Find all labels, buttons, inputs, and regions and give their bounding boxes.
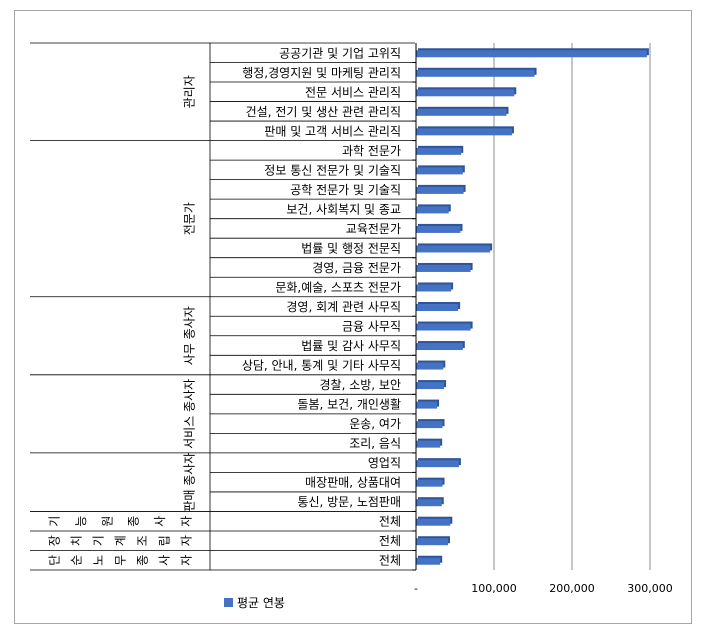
group-label-char: 자 (180, 555, 194, 566)
category-label: 공학 전문가 및 기술직 (290, 183, 401, 197)
group-label-char: 자 (180, 516, 194, 527)
x-tick-label: 100,000 (471, 582, 517, 595)
group-label-char: 종 (127, 516, 141, 527)
bar (416, 304, 459, 311)
bar (416, 245, 491, 253)
bar (416, 50, 647, 58)
bar (416, 499, 442, 507)
bar (416, 323, 471, 331)
bar (416, 382, 445, 390)
group-label-text: 서비스 종사자 (183, 379, 197, 449)
bar (416, 225, 461, 233)
category-label: 건설, 전기 및 생산 관련 관리직 (246, 105, 401, 119)
category-label: 전체 (379, 515, 401, 529)
category-label: 돌봄, 보건, 개인생활 (297, 398, 401, 412)
group-label-char: 치 (70, 535, 84, 546)
category-label: 운송, 여가 (349, 417, 401, 431)
group-label-text: 전문가 (183, 202, 197, 235)
chart-frame (14, 10, 692, 624)
group-label-char: 립 (158, 535, 172, 546)
group-label-char: 원 (100, 516, 114, 527)
group-label-char: 자 (180, 535, 194, 546)
bar (416, 343, 463, 351)
bar (416, 460, 459, 468)
category-label: 통신, 방문, 노점판매 (297, 495, 401, 509)
category-label: 보건, 사회복지 및 종교 (286, 202, 401, 216)
category-label: 경영, 회계 관련 사무직 (286, 300, 401, 314)
bar (416, 128, 512, 136)
legend-swatch (224, 598, 233, 607)
bar (416, 284, 452, 292)
bar (416, 167, 463, 175)
group-label: 사무 종사자 (183, 306, 197, 365)
group-label: 서비스 종사자 (183, 379, 197, 449)
category-label: 경찰, 소방, 보안 (320, 378, 402, 392)
category-label: 판매 및 고객 서비스 관리직 (264, 124, 401, 138)
category-label: 상담, 안내, 통계 및 기타 사무직 (242, 359, 401, 373)
bar (416, 538, 448, 546)
bar (416, 557, 441, 565)
category-label: 법률 및 행정 전문직 (301, 240, 401, 255)
bar (416, 206, 449, 214)
group-label-char: 사 (153, 516, 167, 527)
bar (416, 440, 441, 448)
bar (416, 518, 451, 526)
category-label: 매장판매, 상품대여 (305, 476, 401, 490)
bar (416, 479, 443, 487)
category-label: 전체 (379, 534, 401, 548)
group-label: 관리자 (183, 75, 197, 108)
group-label-char: 사 (158, 555, 172, 566)
category-label: 교육전문가 (346, 222, 401, 236)
group-label-char: 순 (70, 555, 84, 566)
group-label-char: 기 (48, 516, 62, 527)
category-label: 전문 서비스 관리직 (305, 85, 401, 99)
category-label: 전체 (379, 554, 401, 568)
x-tick-label: - (414, 582, 418, 595)
category-label: 영업직 (368, 456, 401, 470)
category-label: 문화,예술, 스포츠 전문가 (275, 280, 401, 294)
group-label-text: 판매 종사자 (183, 453, 197, 512)
category-label: 법률 및 감사 사무직 (301, 339, 401, 353)
category-label: 조리, 음식 (349, 437, 401, 451)
category-label: 정보 통신 전문가 및 기술직 (264, 163, 401, 177)
x-tick-label: 300,000 (627, 582, 673, 595)
bar (416, 147, 462, 155)
group-label-char: 능 (74, 516, 88, 527)
group-label-char: 기 (92, 535, 106, 546)
category-label: 금융 사무직 (342, 320, 401, 334)
bar (416, 362, 444, 370)
group-label-text: 사무 종사자 (183, 306, 197, 365)
group-label: 판매 종사자 (183, 453, 197, 512)
bar (416, 421, 443, 429)
group-label-text: 관리자 (183, 75, 197, 108)
group-label: 전문가 (183, 202, 197, 235)
bar (416, 108, 507, 116)
group-label-char: 단 (48, 555, 62, 566)
category-label: 과학 전문가 (342, 144, 401, 158)
category-label: 행정,경영지원 및 마케팅 관리직 (242, 65, 401, 80)
x-tick-label: 200,000 (549, 582, 595, 595)
group-label-char: 무 (114, 555, 128, 566)
bar (416, 186, 464, 194)
category-label: 공공기관 및 기업 고위직 (279, 46, 401, 60)
category-label: 경영, 금융 전문가 (312, 261, 401, 275)
group-label-char: 종 (136, 555, 150, 566)
group-label-char: 조 (136, 535, 150, 546)
bar (416, 69, 535, 77)
legend-label: 평균 연봉 (237, 596, 285, 610)
bar (416, 89, 515, 97)
group-label-char: 장 (48, 535, 62, 546)
group-label-char: 계 (114, 535, 128, 546)
bar (416, 264, 471, 272)
group-label-char: 노 (92, 555, 106, 566)
bar (416, 401, 438, 409)
